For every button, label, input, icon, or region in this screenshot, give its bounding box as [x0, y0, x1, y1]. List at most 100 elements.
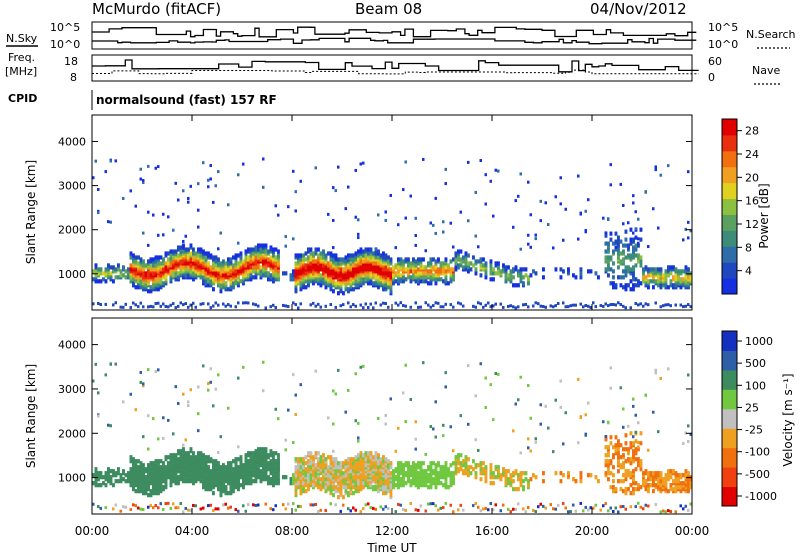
power-cell — [377, 249, 380, 254]
power-cell — [452, 273, 455, 278]
velocity-cell — [604, 434, 607, 438]
power-cell — [497, 169, 500, 173]
velocity-cell — [607, 463, 610, 468]
velocity-cell — [192, 455, 195, 460]
velocity-cell — [434, 481, 438, 486]
velocity-cell — [519, 481, 523, 486]
power-cell — [109, 265, 113, 270]
power-cell — [92, 302, 95, 306]
velocity-cell — [132, 503, 135, 507]
power-cell — [94, 269, 98, 274]
velocity-cell — [657, 430, 660, 434]
velocity-cell — [619, 443, 623, 448]
velocity-cell — [337, 495, 340, 500]
power-cell — [619, 182, 622, 186]
power-cell — [157, 287, 160, 292]
power-cell — [139, 279, 143, 284]
power-cell — [632, 273, 635, 278]
velocity-cell — [207, 504, 210, 508]
power-cell — [157, 255, 160, 260]
power-cell — [612, 285, 615, 290]
power-cell — [227, 287, 230, 292]
power-cell — [504, 275, 508, 280]
velocity-cell — [139, 507, 142, 511]
power-cell — [142, 180, 145, 184]
velocity-cell — [324, 509, 327, 513]
power-cell — [522, 281, 525, 286]
velocity-cell — [232, 471, 235, 476]
velocity-cell — [417, 508, 420, 512]
power-cell — [207, 283, 210, 288]
power-cell — [672, 283, 675, 288]
velocity-cell — [639, 441, 643, 446]
velocity-cell — [614, 451, 618, 456]
power-cell — [244, 249, 248, 254]
velocity-cell — [632, 469, 635, 474]
power-cell — [637, 241, 640, 245]
velocity-cell — [464, 461, 468, 466]
velocity-cell — [209, 503, 212, 507]
power-cell — [587, 269, 590, 274]
power-cell — [97, 267, 100, 272]
velocity-cell — [499, 509, 502, 513]
velocity-cell — [604, 459, 608, 464]
velocity-cell — [527, 446, 530, 450]
colorbar-segment — [722, 331, 737, 351]
velocity-cell — [269, 449, 273, 454]
power-cell — [379, 253, 383, 258]
velocity-cell — [609, 441, 613, 446]
velocity-cell — [294, 485, 298, 490]
power-cell — [629, 253, 633, 258]
power-cell — [207, 261, 210, 266]
power-cell — [352, 257, 355, 262]
velocity-cell — [214, 459, 218, 464]
power-cell — [629, 279, 633, 284]
power-cell — [257, 263, 260, 268]
power-cell — [657, 226, 660, 230]
power-cell — [349, 265, 353, 270]
power-cell — [344, 207, 347, 211]
velocity-cell — [227, 506, 230, 510]
power-cell — [539, 219, 542, 223]
velocity-cell — [609, 485, 613, 490]
power-cell — [687, 220, 690, 224]
velocity-cell — [397, 502, 400, 506]
power-cell — [529, 213, 532, 217]
velocity-cell — [367, 455, 370, 460]
power-cell — [332, 259, 335, 264]
freq-left-tick-top: 18 — [64, 55, 78, 68]
velocity-cell — [482, 461, 485, 466]
velocity-cell — [274, 471, 278, 476]
power-cell — [684, 304, 687, 308]
power-cell — [274, 267, 278, 272]
power-cell — [139, 301, 142, 305]
power-cell — [687, 267, 690, 272]
velocity-cell — [379, 505, 382, 509]
velocity-cell — [252, 469, 255, 474]
power-cell — [677, 281, 680, 286]
velocity-cell — [244, 459, 248, 464]
velocity-cell — [99, 483, 103, 488]
velocity-cell — [229, 469, 233, 474]
velocity-cell — [294, 473, 298, 478]
velocity-cell — [452, 449, 455, 453]
velocity-cell — [139, 483, 143, 488]
velocity-cell — [252, 455, 255, 460]
velocity-cell — [422, 361, 425, 365]
power-cell — [454, 265, 458, 270]
velocity-cell — [229, 481, 233, 486]
power-cell — [259, 247, 263, 252]
power-cell — [159, 255, 163, 260]
power-cell — [149, 289, 153, 294]
power-cell — [459, 249, 463, 254]
power-cell — [382, 255, 385, 260]
velocity-cell — [309, 503, 312, 507]
power-cell — [339, 261, 343, 266]
velocity-cell — [484, 465, 488, 470]
velocity-cell — [117, 471, 120, 476]
power-cell — [419, 275, 423, 280]
velocity-cell — [459, 414, 462, 418]
power-cell — [367, 306, 370, 310]
power-cell — [177, 245, 180, 250]
velocity-cell — [462, 508, 465, 512]
